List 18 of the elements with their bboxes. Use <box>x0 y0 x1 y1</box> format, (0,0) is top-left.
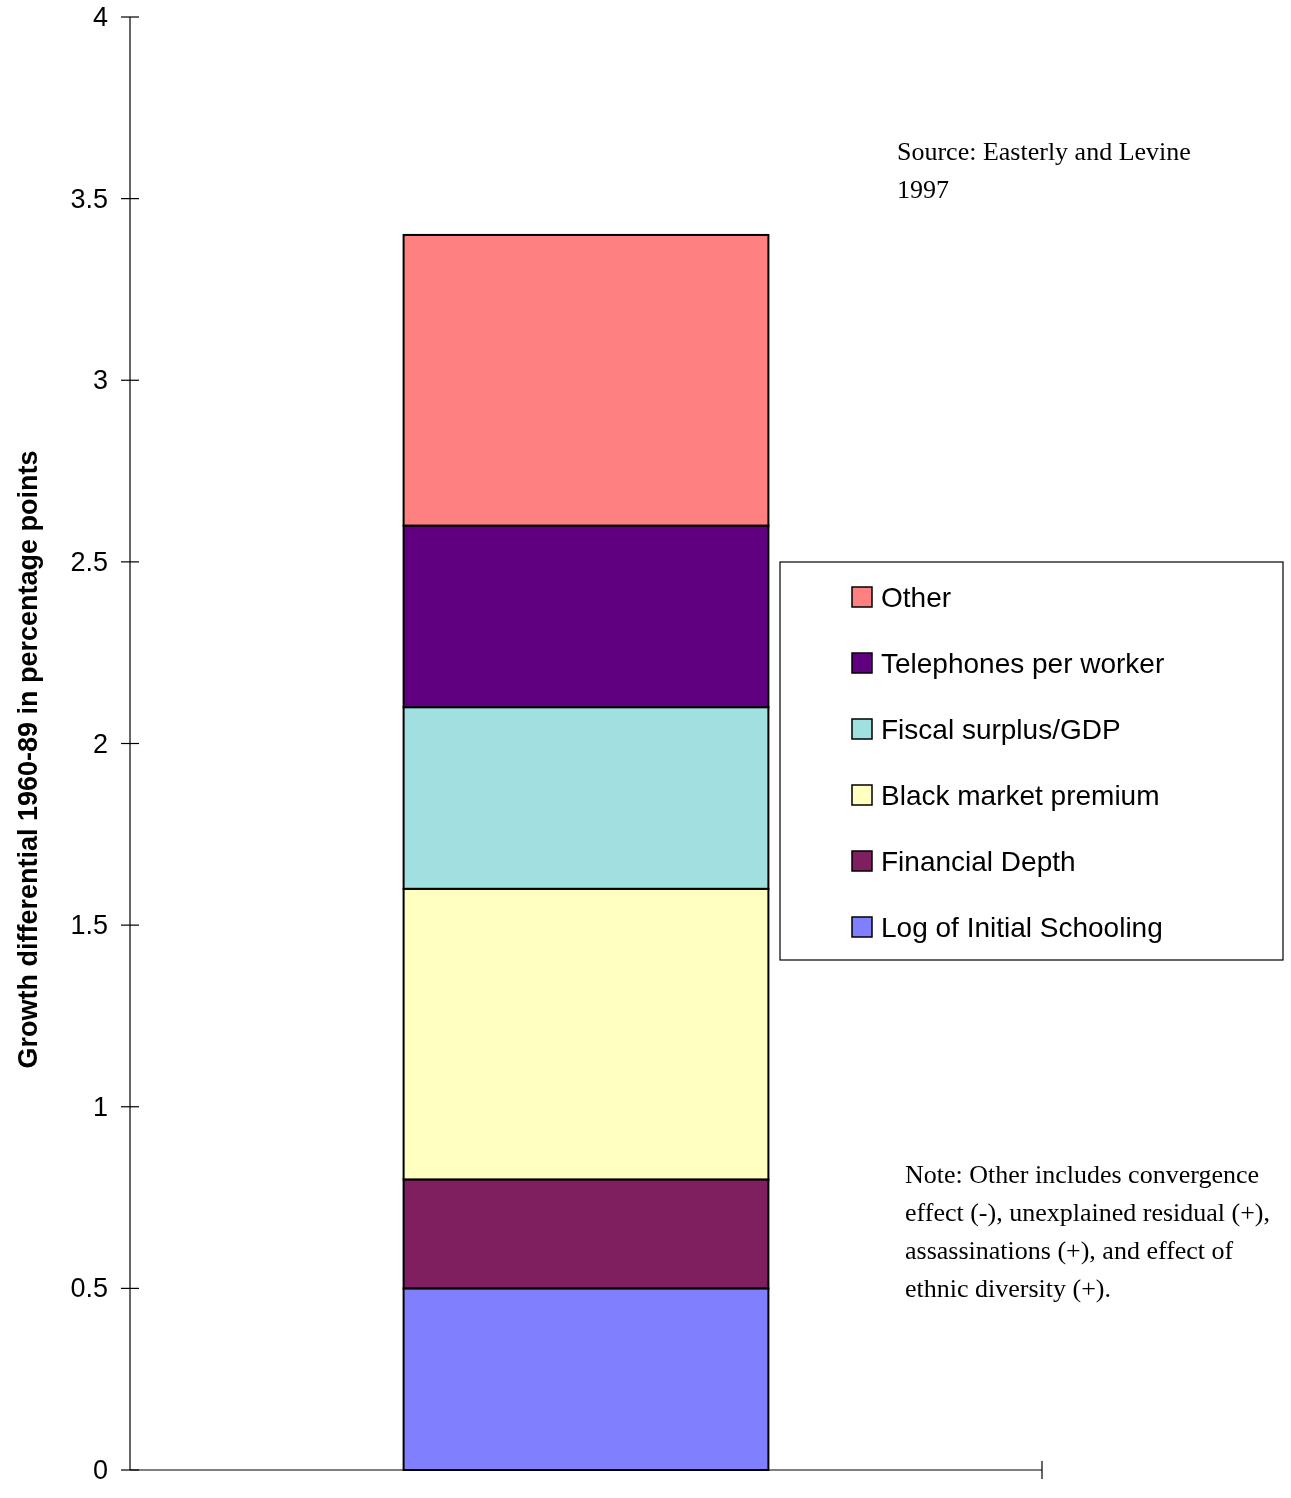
text: Note: Other includes convergence effect (-), unexplained residual (+), assassinations (+), and effect of ethnic diversity (+). <box>905 1160 1271 1303</box>
legend-label: Black market premium <box>881 779 1160 811</box>
legend-label: Log of Initial Schooling <box>881 911 1163 943</box>
legend-label: Telephones per worker <box>881 647 1165 679</box>
y-tick-label: 2.5 <box>70 546 108 577</box>
y-tick-label: 0.5 <box>70 1273 108 1304</box>
y-tick-label: 0 <box>92 1455 108 1485</box>
legend-label: Fiscal surplus/GDP <box>881 713 1121 745</box>
y-tick-label: 1 <box>92 1091 108 1122</box>
legend-label: Financial Depth <box>881 845 1076 877</box>
y-tick-label: 4 <box>92 2 108 32</box>
source-note: Source: Easterly and Levine 1997 <box>897 137 1191 204</box>
y-tick-label: 3.5 <box>70 183 108 214</box>
y-tick-label: 1.5 <box>70 910 108 941</box>
legend-label: Other <box>881 581 952 613</box>
y-tick-label: 2 <box>92 728 108 759</box>
y-tick-label: 3 <box>92 365 108 396</box>
y-axis-title: Growth differential 1960-89 in percentage points <box>13 450 43 1069</box>
